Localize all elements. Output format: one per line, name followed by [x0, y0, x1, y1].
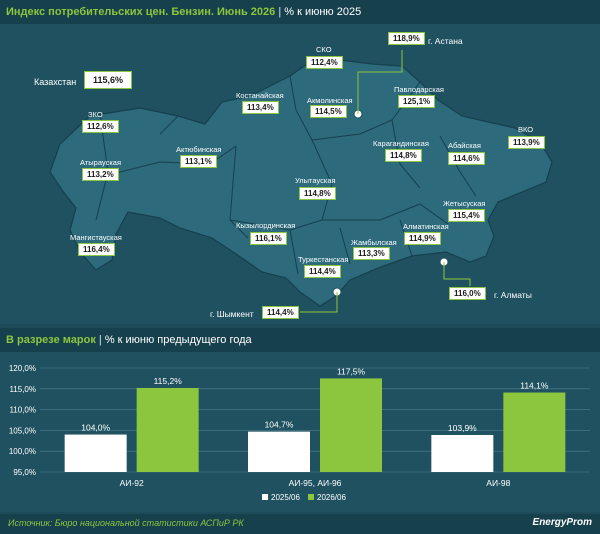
- bar: [320, 378, 382, 472]
- bar: [136, 387, 199, 472]
- region-label-vko: ВКО: [518, 125, 534, 134]
- region-label-almaty-region: Алматинская: [403, 222, 449, 231]
- leader-lines: [300, 50, 471, 313]
- bar: [431, 434, 494, 472]
- region-label-zhambyl: Жамбылская: [351, 238, 397, 247]
- region-label-turkestan: Туркестанская: [298, 255, 349, 264]
- region-value-zko: 112,6%: [82, 120, 119, 133]
- map-panel: Казахстан 115,6% СКО 112,4% Костанайская…: [0, 24, 600, 324]
- region-label-kostanay: Костанайская: [236, 91, 284, 100]
- region-value-atyrau: 113,2%: [82, 168, 119, 181]
- bar: [503, 392, 566, 472]
- region-label-astana: г. Астана: [428, 36, 463, 46]
- brand-logo: EnergyProm: [532, 517, 592, 528]
- region-label-atyrau: Атырауская: [80, 158, 122, 167]
- region-label-zko: ЗКО: [88, 110, 103, 119]
- region-label-kyzylorda: Кызылординская: [236, 221, 296, 230]
- region-value-turkestan: 114,4%: [304, 265, 341, 278]
- y-tick-label: 115,0%: [9, 385, 36, 394]
- footer: Источник: Бюро национальной статистики А…: [0, 514, 600, 534]
- map-header: Индекс потребительских цен. Бензин. Июнь…: [0, 0, 600, 24]
- region-value-ulytau: 114,8%: [299, 187, 336, 200]
- bar-value-label: 114,1%: [520, 381, 549, 391]
- region-value-aktobe: 113,1%: [180, 155, 217, 168]
- region-label-abay: Абайская: [448, 141, 481, 150]
- region-value-akmola: 114,5%: [310, 105, 347, 118]
- region-value-almaty-city: 116,0%: [449, 287, 486, 300]
- legend-swatch: [262, 494, 268, 500]
- y-tick-label: 110,0%: [9, 406, 36, 415]
- y-tick-label: 120,0%: [9, 364, 36, 373]
- region-value-kyzylorda: 116,1%: [250, 232, 287, 245]
- brand-title: В разрезе марок: [6, 334, 96, 346]
- bar-chart-panel: 95,0% 100,0% 105,0% 110,0% 115,0% 120,0% 104,0…: [0, 352, 600, 512]
- y-tick-label: 100,0%: [9, 447, 36, 456]
- x-category-label: АИ-95, АИ-96: [289, 478, 342, 488]
- region-value-pavlodar: 125,1%: [398, 95, 436, 108]
- map-title: Индекс потребительских цен. Бензин. Июнь…: [6, 6, 276, 18]
- region-label-akmola: Акмолинская: [307, 96, 353, 105]
- region-value-abay: 114,6%: [448, 152, 485, 165]
- y-tick-label: 105,0%: [9, 426, 36, 435]
- region-label-almaty-city: г. Алматы: [494, 290, 532, 300]
- source-note: Источник: Бюро национальной статистики А…: [8, 518, 244, 528]
- x-category-label: АИ-98: [486, 478, 510, 488]
- header-separator: |: [278, 6, 285, 18]
- brand-subtitle: % к июню предыдущего года: [104, 334, 252, 346]
- region-label-ulytau: Улытауская: [295, 176, 336, 185]
- region-value-mangystau: 116,4%: [78, 243, 115, 256]
- region-value-zhambyl: 113,3%: [353, 247, 390, 260]
- region-label-karaganda: Карагандинская: [373, 139, 429, 148]
- y-tick-label: 95,0%: [13, 468, 36, 477]
- region-value-vko: 113,9%: [508, 136, 545, 149]
- region-value-astana: 118,9%: [388, 32, 425, 45]
- x-category-label: АИ-92: [120, 478, 144, 488]
- region-label-mangystau: Мангистауская: [70, 233, 122, 242]
- bar: [248, 431, 310, 472]
- region-label-aktobe: Актюбинская: [176, 145, 222, 154]
- bar-value-label: 104,7%: [265, 420, 294, 430]
- bar-chart: 95,0% 100,0% 105,0% 110,0% 115,0% 120,0% 104,0…: [9, 364, 590, 502]
- region-label-shymkent: г. Шымкент: [210, 309, 254, 319]
- bar: [64, 434, 127, 472]
- region-label-zhetysu: Жетысуская: [443, 199, 486, 208]
- region-value-shymkent: 114,4%: [262, 306, 299, 319]
- map-subtitle: % к июню 2025: [284, 6, 362, 18]
- legend-swatch: [308, 494, 314, 500]
- region-value-karaganda: 114,8%: [385, 149, 422, 162]
- region-value-kostanay: 113,4%: [242, 101, 279, 114]
- bar-value-label: 103,9%: [448, 423, 477, 433]
- region-label-sko: СКО: [316, 45, 332, 54]
- legend-label: 2026/06: [317, 493, 346, 502]
- bar-value-label: 115,2%: [154, 376, 183, 386]
- region-label-pavlodar: Павлодарская: [394, 85, 444, 94]
- country-label: Казахстан: [34, 77, 77, 87]
- region-value-sko: 112,4%: [306, 56, 343, 69]
- brand-header: В разрезе марок | % к июню предыдущего г…: [0, 328, 600, 352]
- region-value-zhetysu: 115,4%: [448, 209, 485, 222]
- country-value: 115,6%: [84, 71, 132, 89]
- bar-value-label: 117,5%: [337, 366, 366, 376]
- bar-value-label: 104,0%: [81, 423, 110, 433]
- region-value-almaty-region: 114,9%: [404, 232, 441, 245]
- legend-label: 2025/06: [271, 493, 300, 502]
- header-separator-2: |: [98, 334, 105, 346]
